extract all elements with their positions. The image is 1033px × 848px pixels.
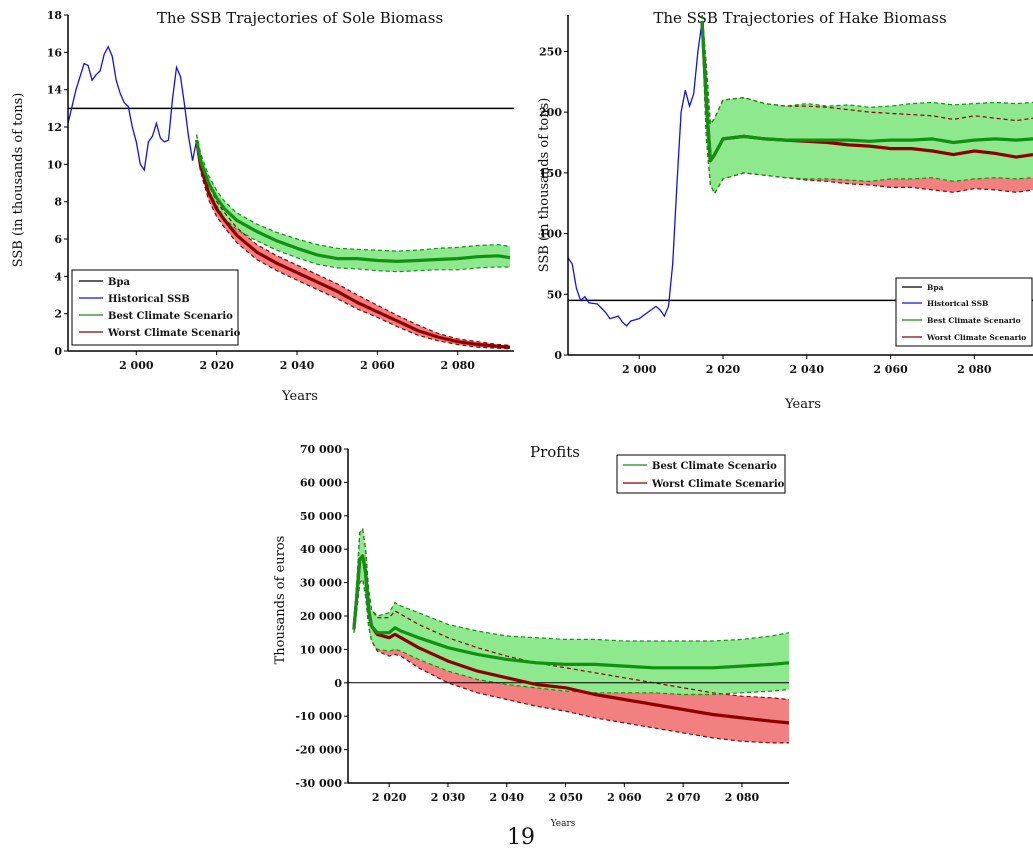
y-tick-label: 10: [47, 158, 63, 171]
x-axis-label: Years: [281, 389, 318, 404]
y-tick-label: -10 000: [295, 710, 342, 723]
x-tick-label: 2 080: [441, 359, 476, 372]
legend: Best Climate Scenario Worst Climate Scen…: [616, 454, 786, 494]
y-tick-label: 0: [334, 677, 342, 690]
legend-box: [895, 277, 1033, 347]
best-scenario-line: [352, 554, 789, 670]
x-tick-label: 2 050: [548, 791, 583, 804]
worst-scenario-upper-bound: [196, 134, 511, 346]
best-scenario-upper-bound: [701, 14, 1033, 127]
y-tick-label: 200: [539, 106, 562, 119]
best-scenario-band: [196, 134, 510, 272]
y-tick-label: 70 000: [300, 443, 342, 456]
legend-label: Bpa: [927, 283, 944, 292]
y-tick-label: 150: [539, 167, 562, 180]
best-scenario-lower-bound: [196, 145, 510, 273]
x-tick-label: 2 020: [199, 359, 234, 372]
y-tick-label: 0: [554, 349, 562, 362]
chart-title: The SSB Trajectories of Sole Biomass: [157, 9, 443, 27]
page-number: 19: [507, 825, 535, 848]
worst-scenario-lower-bound: [196, 145, 511, 350]
x-tick-label: 2 080: [957, 363, 992, 376]
y-tick-label: 6: [54, 233, 62, 246]
x-tick-label: 2 070: [666, 791, 701, 804]
worst-scenario-band: [196, 134, 510, 349]
y-tick-label: 50: [547, 288, 563, 301]
y-tick-label: -30 000: [295, 777, 342, 790]
worst-scenario-upper-bound: [353, 527, 789, 701]
x-tick-label: 2 040: [490, 791, 525, 804]
legend-label: Historical SSB: [108, 294, 190, 305]
x-tick-label: 2 060: [873, 363, 908, 376]
hake-chart: The SSB Trajectories of Hake Biomass Yea…: [537, 9, 1033, 412]
legend-label: Best Climate Scenario: [652, 461, 777, 472]
x-tick-label: 2 060: [607, 791, 642, 804]
y-tick-label: 16: [47, 46, 63, 59]
y-tick-label: 12: [47, 121, 62, 134]
best-scenario-lower-bound: [353, 577, 789, 696]
y-tick-label: 100: [539, 228, 562, 241]
y-axis-label: SSB (in thousands of tons): [11, 93, 26, 268]
y-tick-label: 30 000: [300, 577, 342, 590]
y-tick-label: 4: [54, 270, 62, 283]
best-scenario-band: [702, 15, 1033, 194]
legend-label: Historical SSB: [927, 299, 988, 308]
y-tick-label: 2: [54, 308, 62, 321]
chart-title: Profits: [530, 443, 580, 461]
y-axis-label: SSB (in thousands of tons): [537, 98, 552, 273]
best-scenario-band: [353, 529, 789, 695]
y-tick-label: 18: [47, 9, 63, 22]
legend-label: Worst Climate Scenario: [926, 333, 1026, 342]
best-scenario-line: [700, 21, 1033, 163]
sole-chart: The SSB Trajectories of Sole Biomass Yea…: [11, 9, 514, 404]
x-axis-label: Years: [784, 397, 821, 412]
y-tick-label: 250: [539, 45, 562, 58]
x-tick-label: 2 000: [622, 363, 657, 376]
historical-ssb-line: [568, 21, 703, 327]
y-tick-label: 40 000: [300, 543, 342, 556]
x-tick-label: 2 080: [725, 791, 760, 804]
y-tick-label: 0: [54, 345, 62, 358]
best-scenario-line: [195, 139, 511, 263]
y-tick-label: 8: [54, 196, 62, 209]
worst-scenario-line: [195, 139, 511, 349]
x-tick-label: 2 020: [372, 791, 407, 804]
x-tick-label: 2 060: [360, 359, 395, 372]
best-scenario-upper-bound: [353, 527, 789, 642]
x-tick-label: 2 020: [706, 363, 741, 376]
legend-label: Worst Climate Scenario: [107, 328, 241, 339]
chart-title: The SSB Trajectories of Hake Biomass: [653, 9, 946, 27]
legend-box: [616, 454, 786, 494]
legend-label: Worst Climate Scenario: [651, 479, 785, 490]
x-tick-label: 2 000: [119, 359, 154, 372]
y-tick-label: 20 000: [300, 610, 342, 623]
y-tick-label: 14: [47, 84, 63, 97]
profits-chart: Profits Years Thousands of euros -30 000…: [273, 443, 789, 829]
y-tick-label: 60 000: [300, 476, 342, 489]
y-axis-label: Thousands of euros: [273, 536, 288, 665]
x-tick-label: 2 030: [431, 791, 466, 804]
legend-label: Best Climate Scenario: [927, 316, 1021, 325]
legend: Bpa Historical SSB Best Climate Scenario…: [71, 269, 241, 346]
legend-label: Best Climate Scenario: [108, 311, 233, 322]
legend-label: Bpa: [108, 277, 130, 288]
x-tick-label: 2 040: [790, 363, 825, 376]
legend: Bpa Historical SSB Best Climate Scenario…: [895, 277, 1033, 347]
x-tick-label: 2 040: [280, 359, 315, 372]
y-tick-label: -20 000: [295, 744, 342, 757]
y-tick-label: 50 000: [300, 510, 342, 523]
x-axis-label: Years: [550, 819, 576, 829]
y-tick-label: 10 000: [300, 643, 342, 656]
best-scenario-lower-bound: [701, 27, 1033, 195]
historical-ssb-line: [68, 45, 198, 172]
